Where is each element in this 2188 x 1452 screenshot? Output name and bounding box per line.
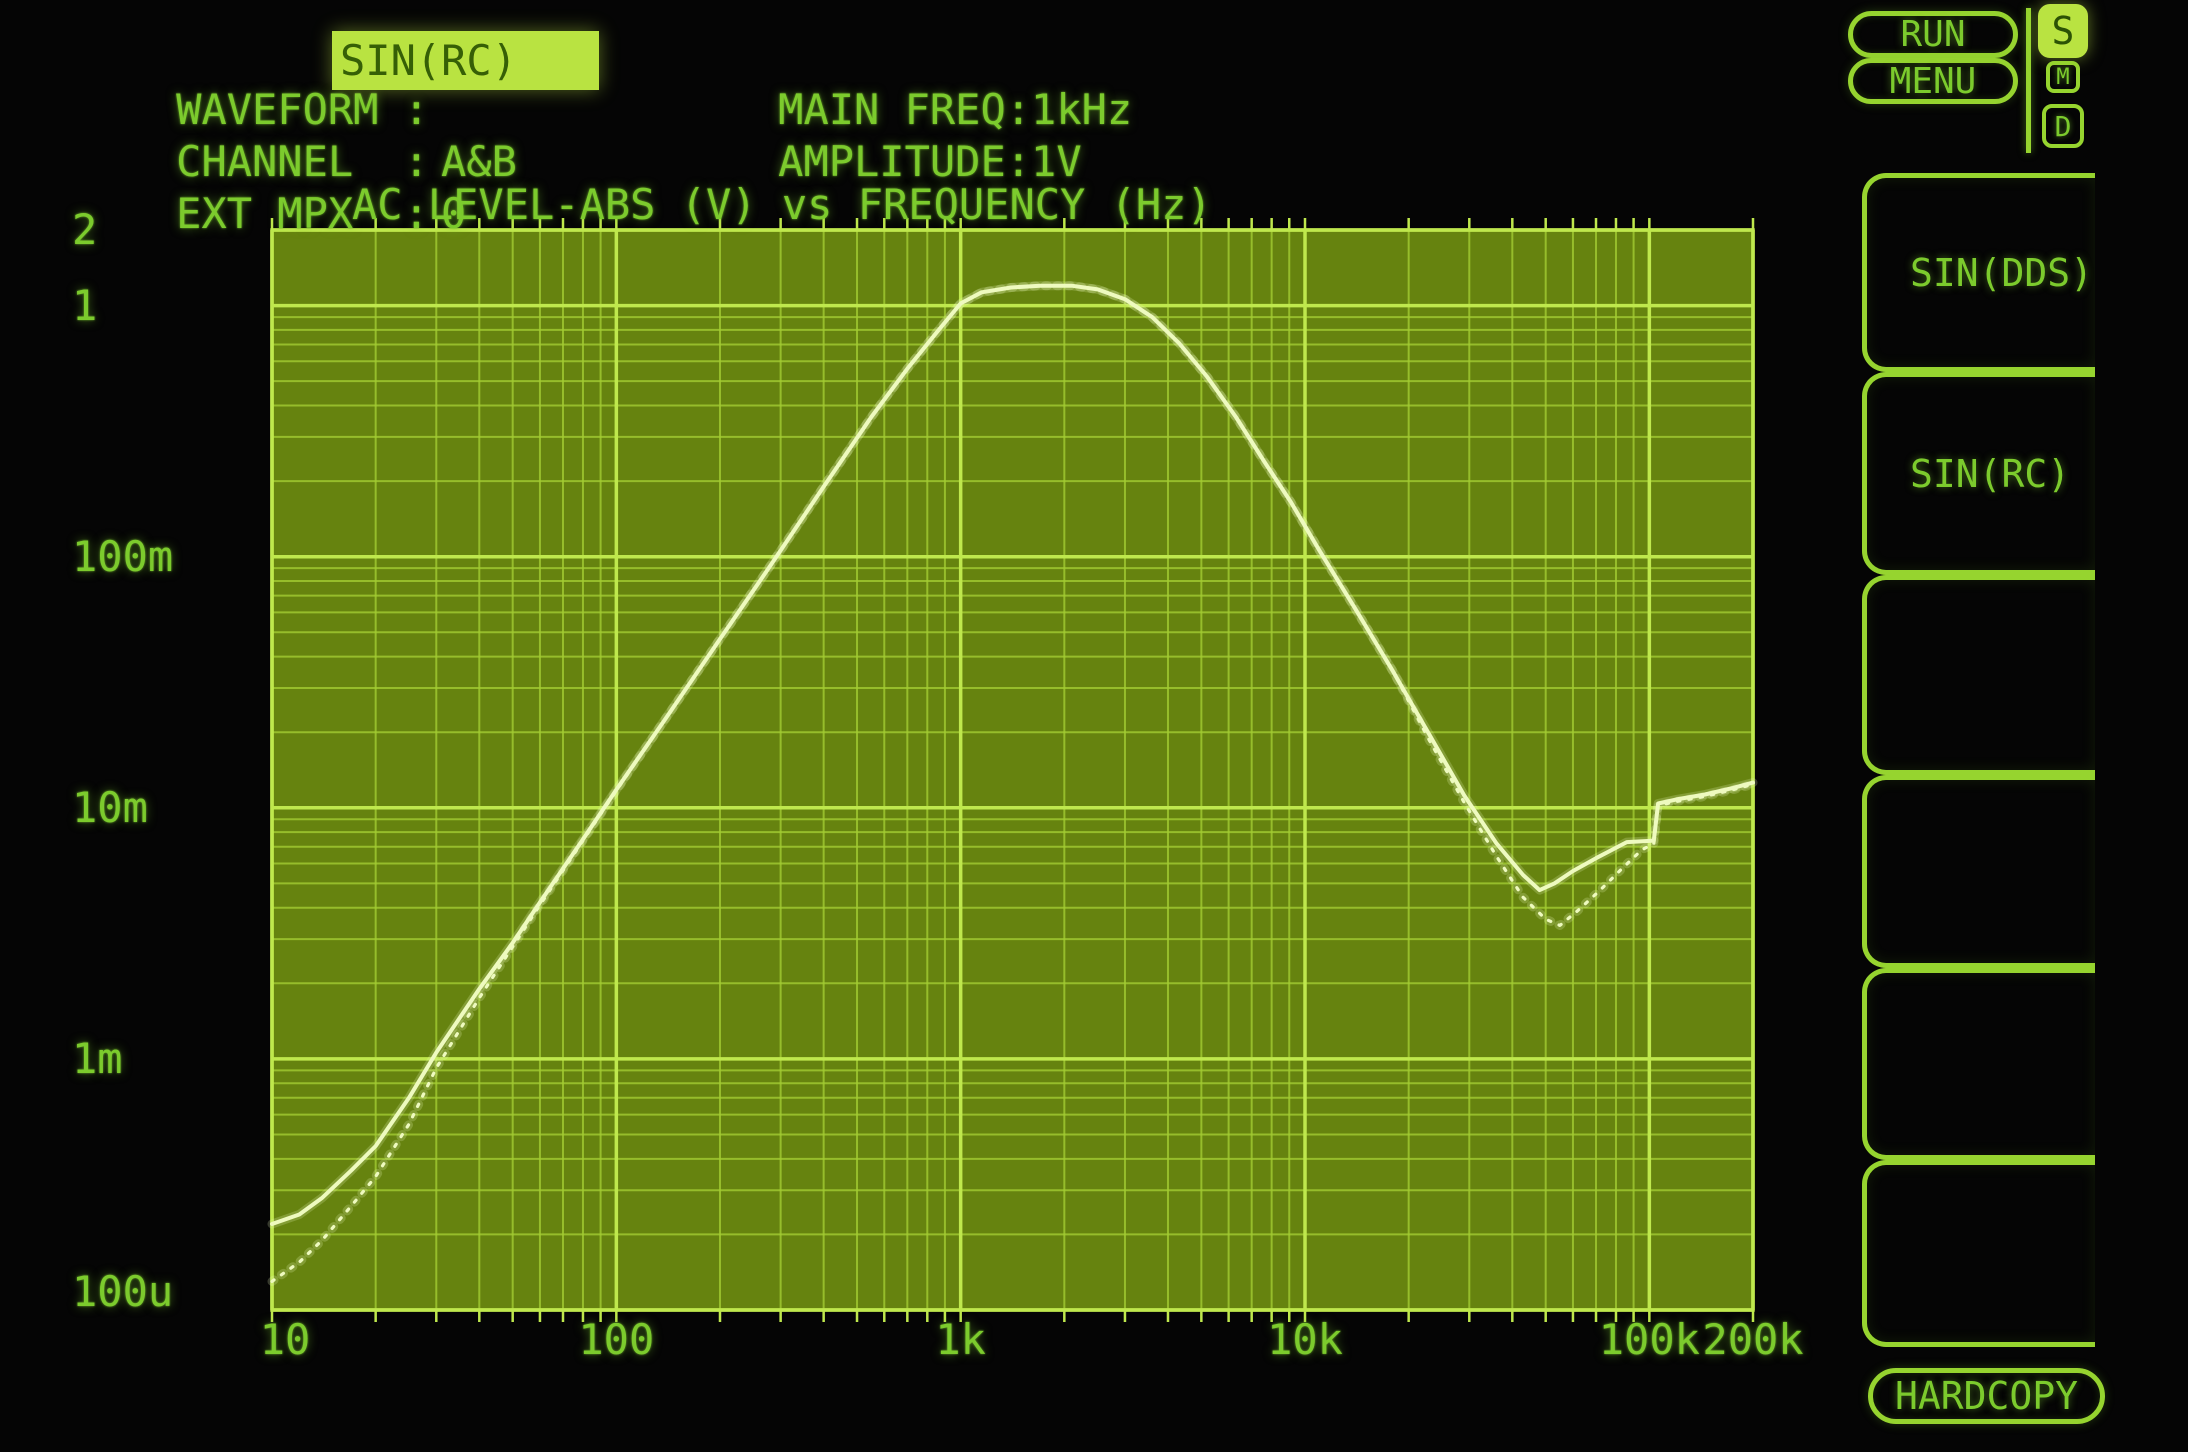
badge-s-letter: S xyxy=(2051,9,2075,53)
main-freq-value[interactable]: 1kHz xyxy=(1031,85,1133,134)
softkey-5[interactable] xyxy=(1862,968,2095,1160)
channel-field[interactable]: A&B xyxy=(441,137,517,186)
amplitude-row: AMPLITUDE:1V xyxy=(677,90,1082,234)
menu-button[interactable]: MENU xyxy=(1848,58,2018,104)
main-freq-row: MAIN FREQ:1kHz xyxy=(677,38,1132,182)
softkey-4[interactable] xyxy=(1862,775,2095,968)
softkey-sin-rc[interactable]: SIN(RC) xyxy=(1862,372,2095,575)
status-badge-single: S xyxy=(2038,4,2088,58)
softkey-3[interactable] xyxy=(1862,575,2095,775)
ext-mpx-label: EXT MPX : xyxy=(176,189,430,238)
chart-title: AC LEVEL-ABS (V) vs FREQUENCY (Hz) xyxy=(352,180,1212,229)
amplitude-value[interactable]: 1V xyxy=(1031,137,1082,186)
badge-m-letter: M xyxy=(2056,64,2070,90)
channel-row: CHANNEL : A&B xyxy=(75,90,517,234)
softkey-sin-rc-label: SIN(RC) xyxy=(1910,451,2071,496)
ext-mpx-row: EXT MPX :0 xyxy=(75,142,466,286)
hardcopy-button-label: HARDCOPY xyxy=(1894,1374,2079,1418)
mode-separator-line xyxy=(2026,8,2031,153)
waveform-row: WAVEFORM : xyxy=(75,38,429,182)
amplitude-label: AMPLITUDE: xyxy=(778,137,1032,186)
status-badge-d: D xyxy=(2042,104,2084,148)
badge-d-letter: D xyxy=(2054,109,2072,143)
softkey-sin-dds-label: SIN(DDS) xyxy=(1910,250,2094,295)
status-badge-m: M xyxy=(2046,61,2080,93)
softkey-6[interactable] xyxy=(1862,1160,2095,1347)
softkey-sin-dds[interactable]: SIN(DDS) xyxy=(1862,173,2095,372)
waveform-label: WAVEFORM : xyxy=(176,85,430,134)
run-button[interactable]: RUN xyxy=(1848,11,2018,58)
main-freq-label: MAIN FREQ: xyxy=(778,85,1032,134)
ext-mpx-field[interactable]: 0 xyxy=(441,189,467,238)
hardcopy-button[interactable]: HARDCOPY xyxy=(1868,1368,2105,1424)
channel-label: CHANNEL : xyxy=(176,137,430,186)
menu-button-label: MENU xyxy=(1889,60,1977,102)
waveform-field[interactable]: SIN(RC) xyxy=(332,31,599,90)
run-button-label: RUN xyxy=(1900,14,1966,55)
